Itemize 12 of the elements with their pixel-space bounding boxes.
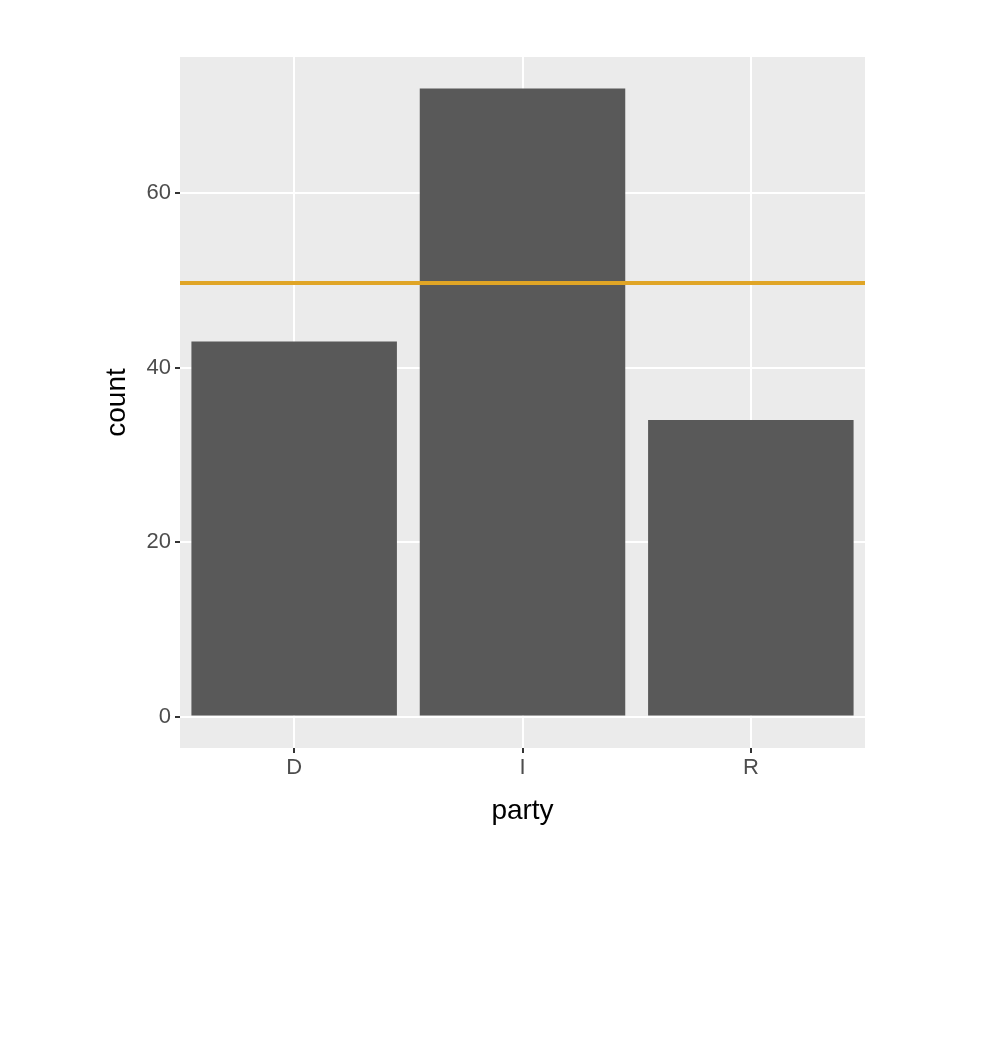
bar [191,341,397,716]
bar [419,88,626,716]
y-tick-label: 60 [146,179,171,205]
y-tick-label: 40 [146,353,171,379]
y-tick-label: 20 [146,528,171,554]
x-tick-label: R [742,754,759,780]
bar [648,419,854,716]
x-tick-label: I [519,754,526,780]
y-axis-title: count [99,368,131,437]
y-tick-label: 0 [158,702,171,728]
x-axis-title: party [491,793,554,825]
x-tick-label: D [286,754,303,780]
